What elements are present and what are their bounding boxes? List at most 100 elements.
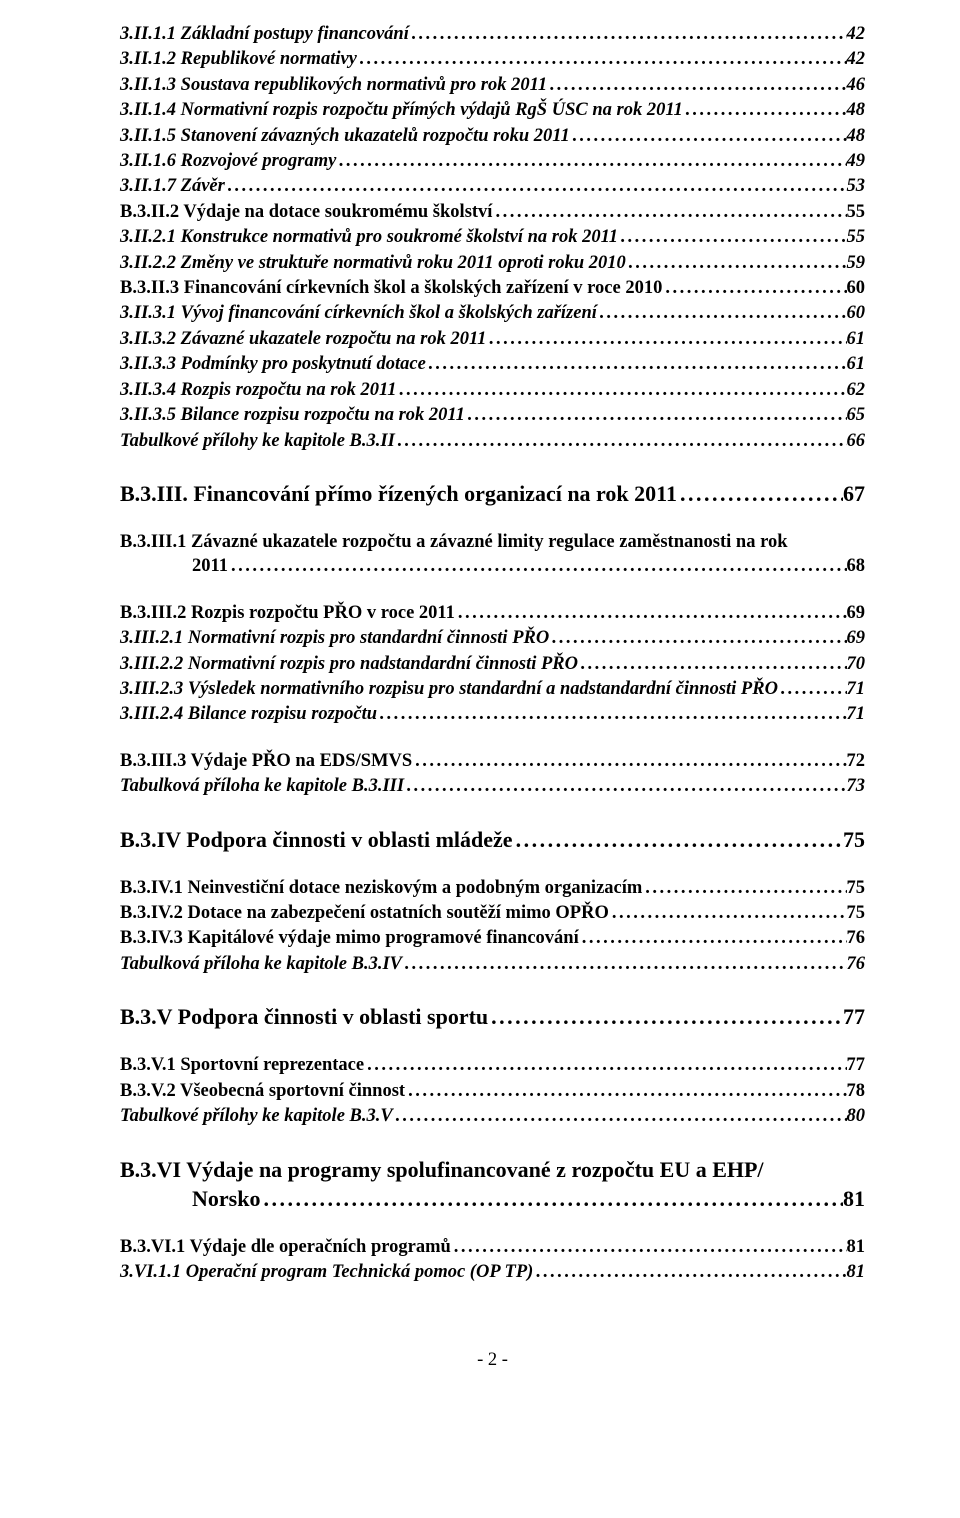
toc-label: 3.VI.1.1 Operační program Technická pomo… — [120, 1260, 533, 1284]
toc-dots — [486, 327, 846, 351]
toc-page: 71 — [847, 702, 866, 726]
toc-page: 59 — [847, 251, 866, 275]
toc-page: 42 — [847, 22, 866, 46]
toc-dots — [377, 702, 847, 726]
toc-entry: 3.II.3.2 Závazné ukazatele rozpočtu na r… — [120, 327, 865, 351]
toc-dots — [513, 825, 843, 854]
toc-page: 49 — [847, 149, 866, 173]
toc-label: B.3.V.1 Sportovní reprezentace — [120, 1053, 364, 1077]
toc-dots — [778, 677, 847, 701]
toc-label: 3.II.3.4 Rozpis rozpočtu na rok 2011 — [120, 378, 397, 402]
toc-dots — [455, 601, 847, 625]
toc-dots — [405, 1079, 846, 1103]
toc-dots — [488, 1002, 843, 1031]
toc-label: B.3.III.2 Rozpis rozpočtu PŘO v roce 201… — [120, 601, 455, 625]
toc-label: B.3.III.3 Výdaje PŘO na EDS/SMVS — [120, 749, 412, 773]
toc-dots — [492, 200, 846, 224]
toc-label: B.3.V.2 Všeobecná sportovní činnost — [120, 1079, 405, 1103]
toc-page: 76 — [847, 952, 866, 976]
toc-entry: 3.III.2.3 Výsledek normativního rozpisu … — [120, 677, 865, 701]
toc-entry: 3.III.2.1 Normativní rozpis pro standard… — [120, 626, 865, 650]
toc-page: 77 — [843, 1002, 865, 1031]
toc-entry: 3.II.3.1 Vývoj financování církevních šk… — [120, 301, 865, 325]
toc-entry: B.3.II.3 Financování církevních škol a š… — [120, 276, 865, 300]
toc-page: 53 — [847, 174, 866, 198]
toc-dots — [597, 301, 847, 325]
toc-page: 65 — [847, 403, 866, 427]
toc-dots — [426, 352, 847, 376]
toc-dots — [225, 174, 847, 198]
toc-dots — [402, 952, 847, 976]
toc-page: 61 — [847, 352, 866, 376]
toc-entry-b3iii1-line2: 2011 68 — [120, 554, 865, 578]
page-footer: - 2 - — [120, 1348, 865, 1372]
toc-entry: B.3.III.3 Výdaje PŘO na EDS/SMVS 72 — [120, 749, 865, 773]
toc-label: B.3.II.2 Výdaje na dotace soukromému ško… — [120, 200, 492, 224]
toc-label: 3.II.1.2 Republikové normativy — [120, 47, 357, 71]
toc-label: B.3.VI.1 Výdaje dle operačních programů — [120, 1235, 451, 1259]
toc-entry: 3.II.3.5 Bilance rozpisu rozpočtu na rok… — [120, 403, 865, 427]
toc-page: 81 — [847, 1235, 866, 1259]
toc-entry: 3.II.1.3 Soustava republikových normativ… — [120, 73, 865, 97]
toc-label: 3.III.2.2 Normativní rozpis pro nadstand… — [120, 652, 578, 676]
toc-label: 3.III.2.4 Bilance rozpisu rozpočtu — [120, 702, 377, 726]
toc-page: 67 — [843, 479, 865, 508]
toc-page: 48 — [847, 124, 866, 148]
toc-label: 3.III.2.3 Výsledek normativního rozpisu … — [120, 677, 778, 701]
toc-page: 72 — [847, 749, 866, 773]
toc-dots — [465, 403, 847, 427]
toc-page: 48 — [847, 98, 866, 122]
toc-entry: B.3.VI.1 Výdaje dle operačních programů 8… — [120, 1235, 865, 1259]
toc-label: 3.II.3.1 Vývoj financování církevních šk… — [120, 301, 597, 325]
toc-page: 75 — [847, 901, 866, 925]
toc-label: B.3.IV.3 Kapitálové výdaje mimo programo… — [120, 926, 579, 950]
toc-entry: 3.II.2.2 Změny ve struktuře normativů ro… — [120, 251, 865, 275]
toc-dots — [357, 47, 847, 71]
toc-page: 71 — [847, 677, 866, 701]
toc-page: 55 — [847, 200, 866, 224]
toc-page: 66 — [847, 429, 866, 453]
toc-label: B.3.III. Financování přímo řízených orga… — [120, 479, 677, 508]
toc-entry: B.3.II.2 Výdaje na dotace soukromému ško… — [120, 200, 865, 224]
toc-label: 3.II.2.1 Konstrukce normativů pro soukro… — [120, 225, 618, 249]
toc-dots — [618, 225, 846, 249]
toc-heading-b3v: B.3.V Podpora činnosti v oblasti sportu … — [120, 1002, 865, 1031]
toc-label: 3.II.3.3 Podmínky pro poskytnutí dotace — [120, 352, 426, 376]
toc-dots — [547, 73, 846, 97]
toc-dots — [662, 276, 846, 300]
toc-page: 81 — [843, 1184, 865, 1213]
toc-heading-b3vi-line2: Norsko 81 — [120, 1184, 865, 1213]
toc-group-6: B.3.VI.1 Výdaje dle operačních programů 8… — [120, 1235, 865, 1285]
toc-dots — [228, 554, 847, 578]
toc-dots — [578, 652, 847, 676]
toc-label: 3.II.1.1 Základní postupy financování — [120, 22, 409, 46]
toc-entry: 3.II.3.4 Rozpis rozpočtu na rok 201162 — [120, 378, 865, 402]
toc-page: 69 — [847, 626, 866, 650]
toc-page: 80 — [847, 1104, 866, 1128]
toc-dots — [260, 1184, 843, 1213]
toc-entry: Tabulkové přílohy ke kapitole B.3.V80 — [120, 1104, 865, 1128]
toc-dots — [570, 124, 847, 148]
toc-heading-b3iii: B.3.III. Financování přímo řízených orga… — [120, 479, 865, 508]
toc-entry: 3.VI.1.1 Operační program Technická pomo… — [120, 1260, 865, 1284]
toc-entry: 3.III.2.4 Bilance rozpisu rozpočtu 71 — [120, 702, 865, 726]
toc-page: 69 — [847, 601, 866, 625]
toc-dots — [397, 378, 847, 402]
toc-group-1: 3.II.1.1 Základní postupy financování 42 3… — [120, 22, 865, 453]
toc-entry: B.3.IV.1 Neinvestiční dotace neziskovým … — [120, 876, 865, 900]
toc-label: Norsko — [192, 1184, 260, 1213]
toc-entry: Tabulková příloha ke kapitole B.3.III73 — [120, 774, 865, 798]
toc-page: 55 — [847, 225, 866, 249]
toc-dots — [642, 876, 846, 900]
toc-dots — [364, 1053, 846, 1077]
toc-entry: B.3.IV.2 Dotace na zabezpečení ostatních… — [120, 901, 865, 925]
toc-page: 68 — [847, 554, 866, 578]
toc-entry: 3.II.3.3 Podmínky pro poskytnutí dotace 6… — [120, 352, 865, 376]
toc-entry: 3.II.1.6 Rozvojové programy49 — [120, 149, 865, 173]
toc-page: 76 — [847, 926, 866, 950]
toc-label: B.3.IV Podpora činnosti v oblasti mládež… — [120, 825, 513, 854]
toc-group-3: B.3.III.3 Výdaje PŘO na EDS/SMVS 72Tabulk… — [120, 749, 865, 799]
page: 3.II.1.1 Základní postupy financování 42 3… — [0, 0, 960, 1518]
toc-label: B.3.IV.1 Neinvestiční dotace neziskovým … — [120, 876, 642, 900]
toc-label: 3.II.1.3 Soustava republikových normativ… — [120, 73, 547, 97]
